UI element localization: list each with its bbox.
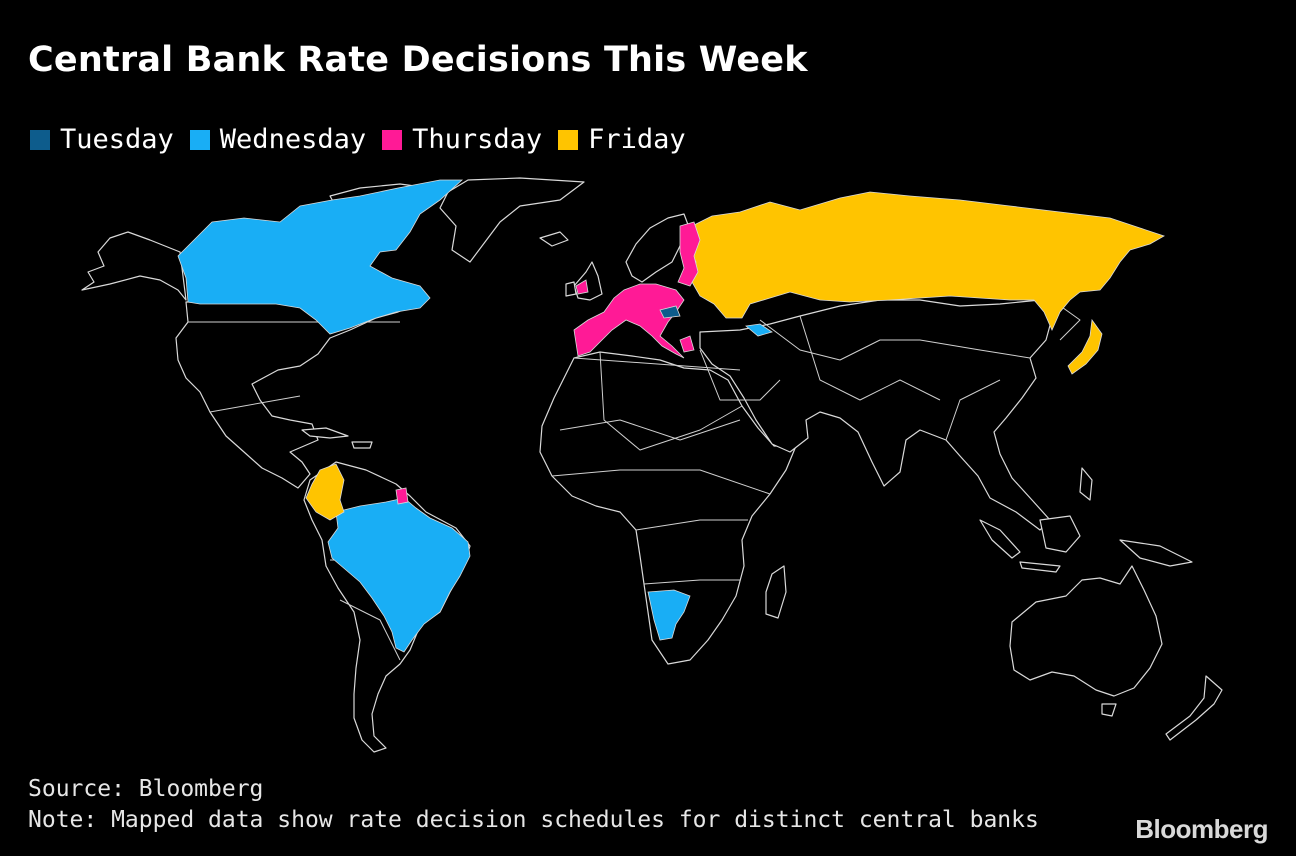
country-japan [1067, 318, 1103, 375]
legend-item-friday: Friday [558, 124, 686, 155]
thursday-countries [395, 221, 701, 505]
legend-label-tuesday: Tuesday [60, 124, 174, 155]
land-borneo [1039, 515, 1081, 553]
country-namibia [647, 589, 691, 641]
land-iceland [539, 231, 569, 247]
country-colombia [305, 463, 345, 521]
legend-item-thursday: Thursday [382, 124, 542, 155]
country-french-guiana [395, 487, 409, 505]
legend-label-wednesday: Wednesday [219, 124, 367, 155]
country-uk-marker [575, 279, 589, 295]
legend-swatch-wednesday [189, 129, 210, 150]
land-madagascar [765, 565, 787, 619]
country-nordic-strip [677, 221, 701, 287]
footer: Source: Bloomberg Note: Mapped data show… [28, 774, 1039, 836]
tuesday-countries [659, 305, 681, 319]
land-asia-south [699, 299, 1053, 531]
country-greece [679, 335, 695, 353]
land-sumatra [979, 519, 1021, 559]
legend-swatch-friday [558, 129, 579, 150]
wednesday-countries [177, 179, 773, 653]
legend-swatch-thursday [382, 129, 403, 150]
note-text: Note: Mapped data show rate decision sch… [28, 807, 1039, 833]
source-text: Source: Bloomberg [28, 776, 264, 802]
bloomberg-logo: Bloomberg [1135, 814, 1268, 844]
country-georgia [745, 323, 773, 337]
land-philippines [1079, 467, 1093, 501]
legend-item-tuesday: Tuesday [30, 124, 174, 155]
legend-swatch-tuesday [30, 129, 50, 150]
land-tasmania [1101, 703, 1117, 717]
country-borders [188, 299, 1081, 661]
country-canada [177, 179, 464, 335]
country-russia [687, 191, 1165, 331]
country-euro-area [573, 283, 685, 359]
land-hispaniola [351, 441, 373, 449]
land-new-zealand [1165, 675, 1223, 741]
land-ireland [565, 281, 577, 297]
land-java [1019, 561, 1061, 573]
friday-countries [305, 191, 1165, 521]
land-cuba [301, 427, 349, 439]
legend-label-friday: Friday [588, 124, 686, 155]
land-north-america [175, 299, 417, 489]
land-alaska [81, 231, 187, 301]
land-australia [1009, 565, 1163, 697]
legend-item-wednesday: Wednesday [189, 124, 367, 155]
country-brazil [327, 497, 471, 653]
land-africa [539, 351, 797, 665]
legend-label-thursday: Thursday [412, 124, 543, 155]
land-greenland [439, 177, 585, 263]
land-new-guinea [1119, 539, 1193, 567]
country-hungary [659, 305, 681, 319]
legend: Tuesday Wednesday Thursday Friday [30, 124, 686, 155]
map-title: Central Bank Rate Decisions This Week [28, 40, 808, 80]
